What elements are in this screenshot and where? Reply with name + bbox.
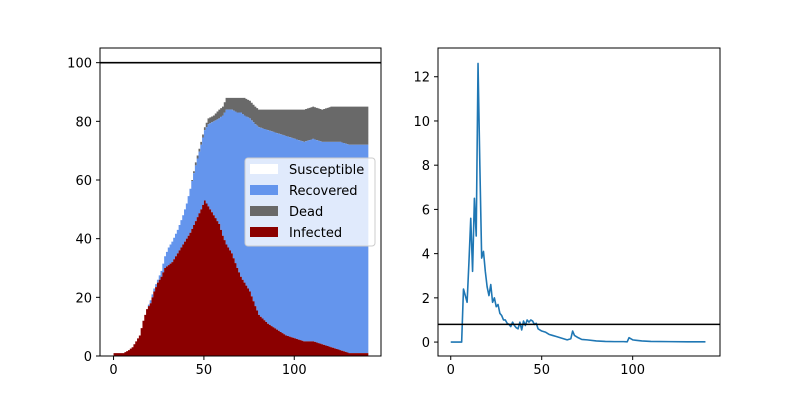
legend-label-infected: Infected: [289, 226, 342, 241]
legend-label-dead: Dead: [289, 205, 323, 220]
left-y-axis: 0 20 40 60 80 100: [67, 57, 100, 365]
y-tick-label: 20: [75, 291, 92, 306]
y-tick-label: 6: [422, 203, 430, 218]
left-chart: 0 50 100 0 20 40 60 80 100 Susceptible Recovere…: [67, 47, 382, 378]
right-x-axis: 0 50 100: [447, 356, 645, 378]
right-y-axis: 0 2 4 6 8 10 12: [413, 71, 438, 351]
y-tick-label: 2: [422, 292, 430, 307]
y-tick-label: 10: [413, 115, 430, 130]
right-plot-frame: [437, 47, 721, 357]
y-tick-label: 40: [75, 233, 92, 248]
y-tick-label: 8: [422, 159, 430, 174]
legend-item-infected: Infected: [250, 226, 342, 241]
legend-swatch-susceptible: [250, 164, 278, 174]
legend-swatch-infected: [250, 227, 278, 237]
y-tick-label: 100: [67, 57, 92, 72]
y-tick-label: 80: [75, 115, 92, 130]
x-tick-label: 50: [196, 363, 213, 378]
y-tick-label: 12: [413, 71, 430, 86]
area-dead: [113, 97, 369, 354]
legend: Susceptible Recovered Dead Infected: [244, 157, 376, 247]
legend-item-dead: Dead: [250, 205, 323, 220]
x-tick-label: 0: [447, 363, 455, 378]
y-tick-label: 0: [422, 336, 430, 351]
legend-swatch-dead: [250, 206, 278, 216]
x-tick-label: 100: [620, 363, 645, 378]
legend-item-recovered: Recovered: [250, 184, 358, 199]
x-tick-label: 50: [533, 363, 550, 378]
x-tick-label: 0: [109, 363, 117, 378]
y-tick-label: 0: [84, 350, 92, 365]
left-plot-frame: [99, 47, 382, 357]
right-plot-area: [438, 48, 720, 356]
legend-label-susceptible: Susceptible: [289, 163, 364, 178]
y-tick-label: 4: [422, 248, 430, 263]
legend-box: [244, 157, 376, 247]
y-tick-label: 60: [75, 174, 92, 189]
legend-item-susceptible: Susceptible: [250, 163, 364, 178]
legend-label-recovered: Recovered: [289, 184, 358, 199]
right-chart: 0 50 100 0 2 4 6 8 10 12: [413, 47, 721, 378]
series-line: [450, 62, 706, 343]
x-tick-label: 100: [282, 363, 307, 378]
legend-swatch-recovered: [250, 185, 278, 195]
area-infected: [113, 200, 369, 356]
left-x-axis: 0 50 100: [109, 356, 307, 378]
